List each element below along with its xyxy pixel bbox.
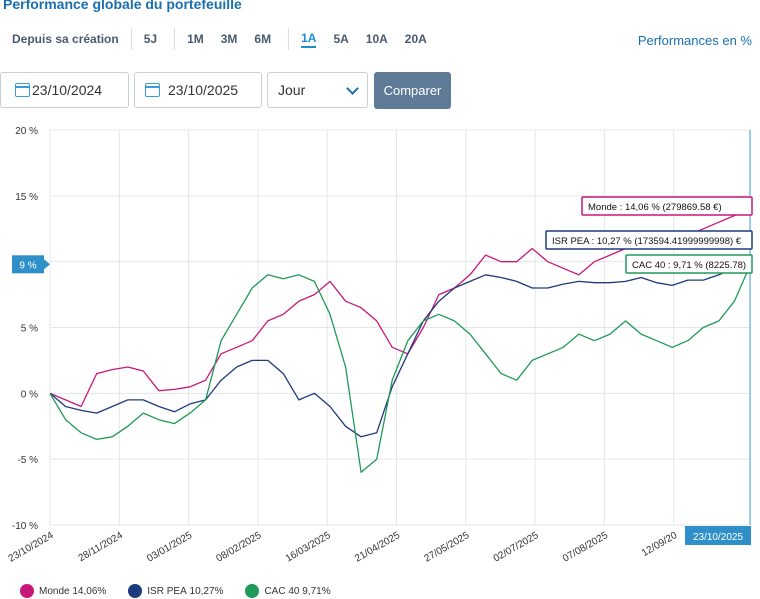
series-line-cac-40 (49, 265, 751, 473)
date-from-value: 23/10/2024 (32, 82, 103, 98)
period-6m[interactable]: 6M (254, 32, 272, 46)
legend-dot (245, 584, 260, 598)
period-since-creation[interactable]: Depuis sa création (12, 32, 119, 46)
period-5j[interactable]: 5J (143, 32, 158, 46)
legend-item-cac-40[interactable]: CAC 40 9,71% (245, 584, 331, 598)
x-tick-label: 08/02/2025 (215, 530, 264, 565)
legend-value: 14,06% (72, 585, 107, 597)
x-tick-label: 21/04/2025 (353, 530, 402, 565)
tooltip-box (545, 230, 753, 250)
y-tick-label: -5 % (17, 455, 38, 466)
x-tick-label: 16/03/2025 (284, 530, 333, 565)
period-3m[interactable]: 3M (220, 32, 238, 46)
legend-item-isr-pea[interactable]: ISR PEA 10,27% (128, 584, 223, 598)
date-to-field[interactable]: 23/10/2025 (134, 72, 262, 108)
y-marker-arrow (44, 259, 50, 270)
granularity-select[interactable]: Jour (267, 72, 368, 108)
tooltip-box (625, 254, 753, 274)
series-line-isr-pea (49, 257, 751, 438)
x-last-badge (685, 526, 751, 545)
x-tick-label: 07/08/2025 (561, 530, 610, 565)
divider (288, 28, 290, 50)
compare-button[interactable]: Comparer (374, 72, 451, 109)
period-1m[interactable]: 1M (187, 32, 204, 46)
y-tick-label: 5 % (21, 324, 38, 335)
tooltip-box (581, 196, 753, 216)
granularity-value: Jour (278, 82, 306, 98)
x-tick-label: 27/05/2025 (422, 530, 471, 565)
performance-chart: -10 %-5 %0 %5 %10 %15 %20 %23/10/202428/… (7, 126, 753, 565)
legend-value: 10,27% (189, 585, 224, 597)
tooltip-label: ISR PEA : 10,27 % (173594.41999999998) € (552, 236, 742, 247)
x-tick-label: 12/09/20 (640, 530, 680, 559)
legend-label: Monde (39, 585, 70, 597)
x-last-label: 23/10/2025 (693, 532, 743, 543)
x-tick-label: 02/07/2025 (492, 530, 541, 565)
y-marker-label: 9 % (19, 260, 36, 271)
calendar-icon (145, 83, 160, 97)
date-from-field[interactable]: 23/10/2024 (0, 72, 129, 108)
page-title: Performance globale du portefeuille (3, 0, 242, 12)
performance-unit-label: Performances en % (637, 33, 752, 48)
chart-legend: Monde 14,06% ISR PEA 10,27% CAC 40 9,71% (20, 584, 353, 598)
divider (174, 28, 176, 50)
y-marker-box (12, 255, 44, 274)
date-to-value: 23/10/2025 (168, 82, 239, 98)
y-tick-label: 15 % (15, 192, 38, 203)
x-tick-label: 03/01/2025 (145, 530, 194, 565)
period-5a[interactable]: 5A (333, 32, 349, 46)
period-1a[interactable]: 1A (301, 31, 317, 48)
tooltip-label: CAC 40 : 9,71 % (8225.78) (632, 260, 746, 271)
chevron-down-icon (346, 81, 359, 95)
legend-value: 9,71% (302, 585, 331, 597)
y-tick-label: -10 % (12, 521, 38, 532)
legend-dot (20, 584, 34, 598)
legend-label: CAC 40 (264, 585, 300, 597)
tooltip-label: Monde : 14,06 % (279869.58 €) (588, 202, 722, 213)
y-tick-label: 0 % (21, 389, 38, 400)
legend-label: ISR PEA (147, 585, 187, 597)
period-10a[interactable]: 10A (365, 32, 388, 46)
legend-dot (128, 584, 143, 598)
x-tick-label: 23/10/2024 (7, 530, 56, 565)
calendar-icon (15, 83, 30, 97)
period-20a[interactable]: 20A (404, 32, 427, 46)
period-selector: Depuis sa création 5J 1M 3M 6M 1A 5A 10A… (12, 28, 444, 50)
y-tick-label: 20 % (15, 126, 38, 137)
legend-item-monde[interactable]: Monde 14,06% (20, 584, 106, 598)
x-tick-label: 28/11/2024 (77, 530, 126, 564)
divider (130, 28, 132, 50)
